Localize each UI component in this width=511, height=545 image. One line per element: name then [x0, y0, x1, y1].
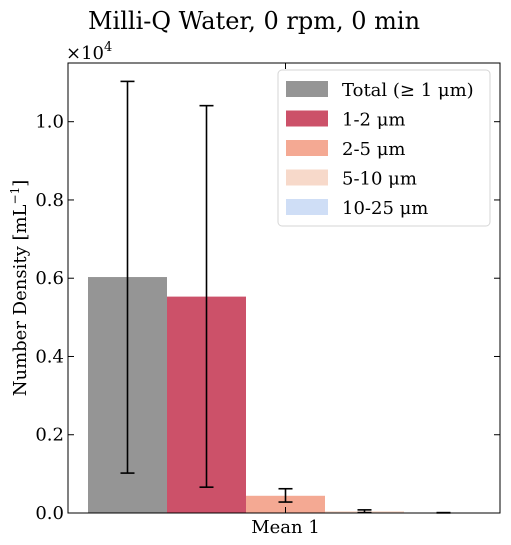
legend-swatch-5: [286, 199, 328, 215]
y-scale-label: ×104: [66, 40, 112, 64]
legend-label-3: 2-5 μm: [342, 139, 405, 160]
y-tick-label: 0.6: [35, 268, 64, 289]
legend-swatch-3: [286, 140, 328, 156]
y-axis-label: Number Density [mL−1]: [8, 180, 31, 397]
legend: Total (≥ 1 μm) 1-2 μm 2-5 μm 5-10 μm 10-25 μ…: [277, 69, 491, 227]
y-axis-label-base: Number Density [mL: [10, 204, 31, 396]
x-tick-label: Mean 1: [251, 517, 320, 538]
y-tick-label: 0.4: [35, 346, 64, 367]
legend-swatch-1: [286, 81, 328, 97]
error-bar-3: [278, 487, 293, 503]
axes-frame: [67, 62, 501, 514]
y-scale-exponent: 4: [104, 40, 112, 55]
error-bar-2: [199, 104, 214, 488]
legend-label-4: 5-10 μm: [342, 169, 417, 190]
y-axis-label-close: ]: [10, 180, 31, 187]
legend-box: [277, 69, 491, 227]
y-tick-label: 0.2: [35, 425, 64, 446]
y-tick-label: 0.0: [35, 503, 64, 524]
legend-label-2: 1-2 μm: [342, 110, 405, 131]
legend-swatch-2: [286, 110, 328, 127]
bar-3: [246, 495, 325, 513]
legend-label-1: Total (≥ 1 μm): [342, 80, 474, 101]
y-scale-base: ×10: [66, 43, 104, 64]
plot-area: 0.0 0.2 0.4 0.6 0.8 1.0 Mean 1: [35, 62, 501, 538]
y-axis-label-sup: −1: [8, 187, 22, 205]
chart-title: Milli-Q Water, 0 rpm, 0 min: [88, 7, 420, 35]
y-tick-label: 1.0: [35, 112, 64, 133]
error-bar-1: [120, 80, 135, 474]
y-tick-label: 0.8: [35, 190, 64, 211]
legend-swatch-4: [286, 169, 328, 186]
legend-label-5: 10-25 μm: [342, 198, 428, 219]
